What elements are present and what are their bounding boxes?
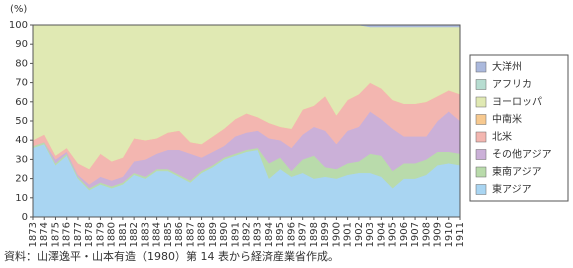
x-tick-label: 1902 [354, 222, 365, 247]
x-tick-label: 1891 [230, 222, 241, 247]
x-tick-label: 1875 [50, 222, 61, 247]
x-tick-label: 1907 [410, 222, 421, 247]
y-tick-label: 0 [22, 212, 28, 223]
x-tick-label: 1881 [118, 222, 129, 247]
x-tick-label: 1899 [320, 222, 331, 247]
legend-label: 東アジア [492, 183, 532, 196]
legend-label: 中南米 [492, 113, 522, 126]
x-tick-label: 1897 [298, 222, 309, 247]
source-note: 資料：山澤逸平・山本有造（1980）第 14 表から経済産業省作成。 [4, 249, 339, 263]
legend-label: 北米 [492, 130, 512, 143]
legend-swatch [475, 114, 487, 125]
x-tick-label: 1911 [455, 222, 466, 247]
x-tick-label: 1903 [365, 222, 376, 247]
y-tick-label: 60 [15, 97, 28, 108]
x-tick-label: 1894 [264, 222, 275, 247]
y-unit: (%) [10, 4, 27, 15]
legend-swatch [475, 96, 487, 108]
y-tick-label: 30 [15, 154, 28, 165]
x-tick-label: 1893 [253, 222, 264, 247]
x-tick-label: 1908 [421, 222, 432, 247]
x-tick-label: 1904 [376, 222, 387, 247]
x-tick-label: 1882 [129, 222, 140, 247]
legend-label: アフリカ [492, 79, 532, 91]
x-tick-label: 1887 [185, 222, 196, 247]
y-tick-label: 80 [15, 58, 28, 69]
y-tick-label: 70 [15, 78, 28, 89]
x-tick-label: 1873 [28, 222, 39, 247]
legend-swatch [475, 184, 487, 195]
x-tick-label: 1883 [140, 222, 151, 247]
x-tick-label: 1890 [219, 222, 230, 247]
x-tick-label: 1877 [73, 222, 84, 247]
y-tick-label: 10 [15, 193, 28, 204]
legend-swatch [475, 61, 487, 73]
x-tick-label: 1878 [84, 222, 95, 247]
x-tick-label: 1879 [95, 222, 106, 247]
legend-label: 東南アジア [492, 165, 542, 178]
x-tick-label: 1892 [242, 222, 253, 247]
x-tick-label: 1909 [433, 222, 444, 247]
legend-label: その他アジア [492, 148, 552, 161]
x-tick-label: 1906 [399, 222, 410, 247]
legend-swatch [475, 131, 487, 143]
x-tick-label: 1889 [208, 222, 219, 247]
legend-label: ヨーロッパ [492, 96, 542, 108]
x-tick-label: 1884 [152, 222, 163, 247]
x-tick-label: 1901 [343, 222, 354, 247]
y-tick-label: 50 [15, 116, 28, 127]
x-tick-label: 1874 [39, 222, 50, 247]
legend-label: 大洋州 [492, 60, 522, 73]
legend-frame [469, 54, 569, 202]
legend-swatch [475, 149, 487, 160]
x-tick-label: 1888 [197, 222, 208, 247]
legend-swatch [475, 79, 487, 90]
x-tick-label: 1880 [107, 222, 118, 247]
legend-swatch [475, 166, 487, 178]
x-tick-label: 1876 [62, 222, 73, 247]
y-tick-label: 40 [15, 135, 28, 146]
x-tick-label: 1886 [174, 222, 185, 247]
y-tick-label: 90 [15, 39, 28, 50]
y-tick-label: 100 [9, 20, 28, 31]
x-tick-label: 1905 [388, 222, 399, 247]
x-tick-label: 1910 [444, 222, 455, 247]
x-tick-label: 1896 [286, 222, 297, 247]
x-tick-label: 1900 [331, 222, 342, 247]
x-tick-label: 1885 [163, 222, 174, 247]
x-tick-label: 1895 [275, 222, 286, 247]
x-tick-label: 1898 [309, 222, 320, 247]
y-tick-label: 20 [15, 174, 28, 185]
